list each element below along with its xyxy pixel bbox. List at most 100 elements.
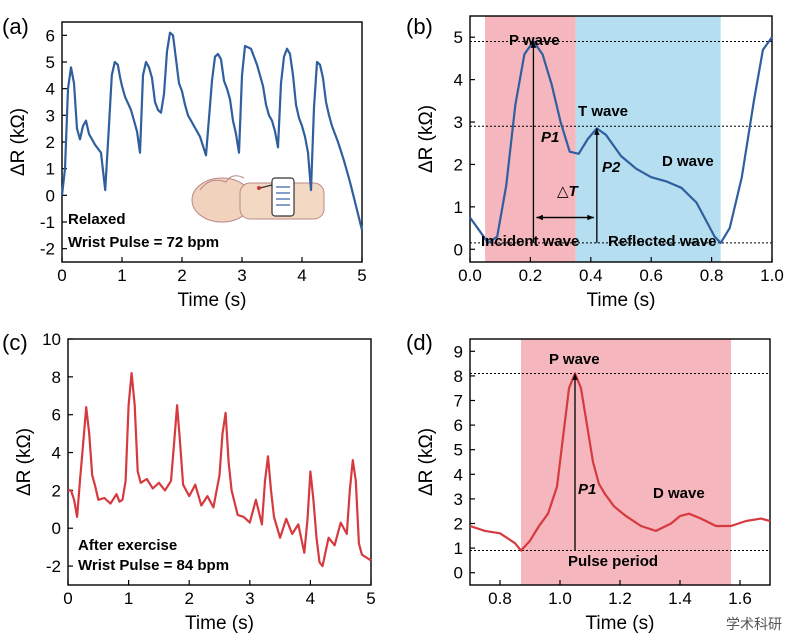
axes-a: 0 1 2 3 4 5 -2 -1 0 1 2 3 4 5 6 Time (s) ΔR (kΩ) [8, 21, 367, 311]
series-c [68, 372, 372, 568]
series-line-c-0 [68, 372, 372, 568]
x-tick-label-d-0: 0.8 [488, 589, 512, 608]
axes-d: 0.8 1.0 1.2 1.4 1.6 0 1 2 3 4 5 6 7 8 9 Time (s) ΔR (kΩ) [416, 338, 771, 634]
annotation-p1-d: P1 [578, 481, 596, 498]
x-tick-label-d-3: 1.4 [668, 589, 692, 608]
x-tick-label-a-2: 2 [177, 266, 186, 285]
annotation-pulse-72: Wrist Pulse = 72 bpm [68, 234, 219, 251]
y-tick-label-d-9: 9 [454, 342, 463, 361]
y-tick-label-d-0: 0 [454, 564, 463, 583]
panel-c-label: (c) [2, 330, 28, 355]
shading-b [485, 16, 721, 262]
x-tick-label-b-2: 0.4 [579, 266, 603, 285]
series-b [469, 36, 773, 244]
plot-frame-b [469, 15, 773, 263]
y-tick-label-c-2: 2 [52, 481, 61, 500]
panel-d: (d) 0.8 1.0 1.2 1.4 1.6 0 1 2 3 4 5 6 7 8 9 Time (s) ΔR … [406, 330, 771, 634]
annotation-pulse-84: Wrist Pulse = 84 bpm [78, 557, 229, 574]
x-tick-label-c-2: 2 [184, 589, 193, 608]
annotation-p-wave-d: P wave [549, 351, 600, 368]
annotation-incident-wave: Incident wave [481, 233, 579, 250]
y-tick-label-b-3: 3 [454, 113, 463, 132]
shaded-region-d-0 [521, 339, 731, 585]
y-tick-label-a-6: 4 [46, 80, 55, 99]
series-d [469, 372, 771, 552]
y-tick-label-b-2: 2 [454, 155, 463, 174]
annotation-t-wave: T wave [578, 103, 628, 120]
arrows-b [530, 41, 600, 243]
x-tick-label-c-5: 5 [366, 589, 375, 608]
watermark: 学术科研 [726, 617, 782, 633]
x-tick-label-b-0: 0.0 [458, 266, 482, 285]
y-tick-label-c-0: -2 [46, 557, 61, 576]
y-tick-label-d-6: 6 [454, 416, 463, 435]
y-tick-label-d-8: 8 [454, 367, 463, 386]
panel-a: (a) 0 1 2 3 4 5 -2 -1 0 1 2 3 4 5 6 Time (s) ΔR (kΩ) Rel… [2, 14, 367, 311]
annotation-p2: P2 [602, 159, 621, 176]
arrow-delta-t-left-head [536, 214, 543, 221]
arrow-p1-d-head [572, 373, 578, 380]
y-tick-label-c-5: 8 [52, 368, 61, 387]
x-tick-label-d-1: 1.0 [548, 589, 572, 608]
wrist-illustration [191, 175, 325, 223]
annotation-p1-b: P1 [541, 129, 559, 146]
y-axis-label-b: ΔR (kΩ) [416, 105, 437, 173]
annotation-d-wave-b: D wave [662, 153, 714, 170]
y-axis-label-a: ΔR (kΩ) [8, 108, 29, 176]
y-tick-label-c-4: 6 [52, 406, 61, 425]
y-tick-label-d-4: 4 [454, 465, 463, 484]
y-tick-label-a-0: -2 [40, 240, 55, 259]
y-tick-label-b-0: 0 [454, 240, 463, 259]
y-tick-label-d-5: 5 [454, 441, 463, 460]
annotation-pulse-period: Pulse period [568, 553, 658, 570]
x-tick-label-b-3: 0.6 [639, 266, 663, 285]
x-tick-label-a-1: 1 [117, 266, 126, 285]
y-tick-label-d-3: 3 [454, 490, 463, 509]
y-tick-label-a-7: 5 [46, 53, 55, 72]
y-tick-label-b-5: 5 [454, 28, 463, 47]
x-tick-label-a-0: 0 [57, 266, 66, 285]
annotation-p-wave-b: P wave [509, 32, 560, 49]
x-tick-label-c-3: 3 [245, 589, 254, 608]
y-tick-label-c-6: 10 [42, 330, 61, 349]
y-tick-label-a-1: -1 [40, 213, 55, 232]
y-tick-label-a-5: 3 [46, 106, 55, 125]
x-tick-label-a-4: 4 [297, 266, 306, 285]
x-axis-label-b: Time (s) [587, 290, 656, 311]
axes-b: 0.0 0.2 0.4 0.6 0.8 1.0 0 1 2 3 4 5 Time (s) ΔR (kΩ) [416, 15, 784, 311]
x-tick-label-a-5: 5 [357, 266, 366, 285]
annotation-d-wave-d: D wave [653, 485, 705, 502]
series-line-d-0 [469, 372, 771, 552]
arrow-p1-head [530, 41, 537, 48]
y-tick-label-a-8: 6 [46, 26, 55, 45]
x-tick-label-d-2: 1.2 [608, 589, 632, 608]
x-axis-label-c: Time (s) [185, 613, 254, 634]
panel-a-label: (a) [2, 14, 29, 39]
y-tick-label-d-2: 2 [454, 515, 463, 534]
y-tick-label-c-1: 0 [52, 519, 61, 538]
y-axis-label-d: ΔR (kΩ) [416, 428, 437, 496]
arrow-p2-head [594, 128, 600, 135]
x-tick-label-c-4: 4 [306, 589, 315, 608]
panel-b: (b) 0.0 0.2 0.4 0.6 0.8 1.0 0 1 2 3 4 5 Time (s) ΔR (… [406, 14, 784, 311]
y-tick-label-d-1: 1 [454, 539, 463, 558]
y-tick-label-b-4: 4 [454, 71, 463, 90]
x-tick-label-c-0: 0 [63, 589, 72, 608]
y-tick-label-a-3: 1 [46, 160, 55, 179]
shading-d [521, 339, 731, 585]
x-tick-label-b-5: 1.0 [760, 266, 784, 285]
x-axis-label-a: Time (s) [178, 290, 247, 311]
y-axis-label-c: ΔR (kΩ) [14, 428, 35, 496]
series-a [60, 31, 364, 231]
annotation-relaxed: Relaxed [68, 211, 126, 228]
y-tick-label-b-1: 1 [454, 198, 463, 217]
y-tick-label-d-7: 7 [454, 392, 463, 411]
series-line-b-0 [469, 36, 773, 244]
y-tick-label-c-3: 4 [52, 444, 61, 463]
x-tick-label-a-3: 3 [237, 266, 246, 285]
x-tick-label-c-1: 1 [124, 589, 133, 608]
shaded-region-b-1 [575, 16, 721, 262]
